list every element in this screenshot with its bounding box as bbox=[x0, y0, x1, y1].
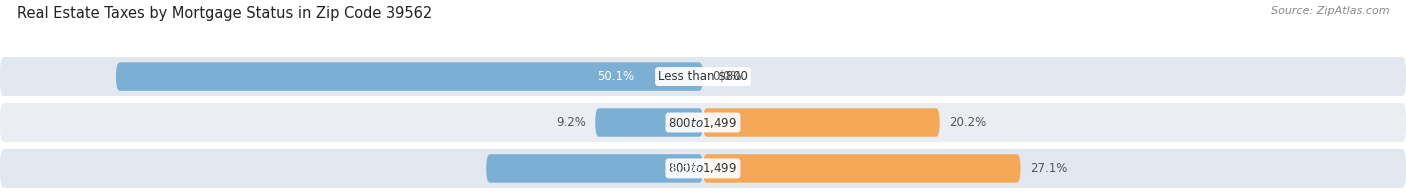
FancyBboxPatch shape bbox=[0, 149, 1406, 188]
Text: 9.2%: 9.2% bbox=[555, 116, 586, 129]
FancyBboxPatch shape bbox=[0, 103, 1406, 142]
Text: 20.2%: 20.2% bbox=[949, 116, 986, 129]
Text: 50.1%: 50.1% bbox=[598, 70, 634, 83]
Text: 0.0%: 0.0% bbox=[713, 70, 742, 83]
Text: Real Estate Taxes by Mortgage Status in Zip Code 39562: Real Estate Taxes by Mortgage Status in … bbox=[17, 6, 432, 21]
Text: Source: ZipAtlas.com: Source: ZipAtlas.com bbox=[1271, 6, 1389, 16]
FancyBboxPatch shape bbox=[0, 57, 1406, 96]
FancyBboxPatch shape bbox=[595, 108, 703, 137]
FancyBboxPatch shape bbox=[703, 154, 1021, 183]
Text: 27.1%: 27.1% bbox=[1029, 162, 1067, 175]
Text: Less than $800: Less than $800 bbox=[658, 70, 748, 83]
Text: $800 to $1,499: $800 to $1,499 bbox=[668, 115, 738, 130]
Text: 18.5%: 18.5% bbox=[664, 162, 702, 175]
FancyBboxPatch shape bbox=[486, 154, 703, 183]
FancyBboxPatch shape bbox=[703, 108, 939, 137]
FancyBboxPatch shape bbox=[115, 62, 703, 91]
Text: $800 to $1,499: $800 to $1,499 bbox=[668, 162, 738, 175]
